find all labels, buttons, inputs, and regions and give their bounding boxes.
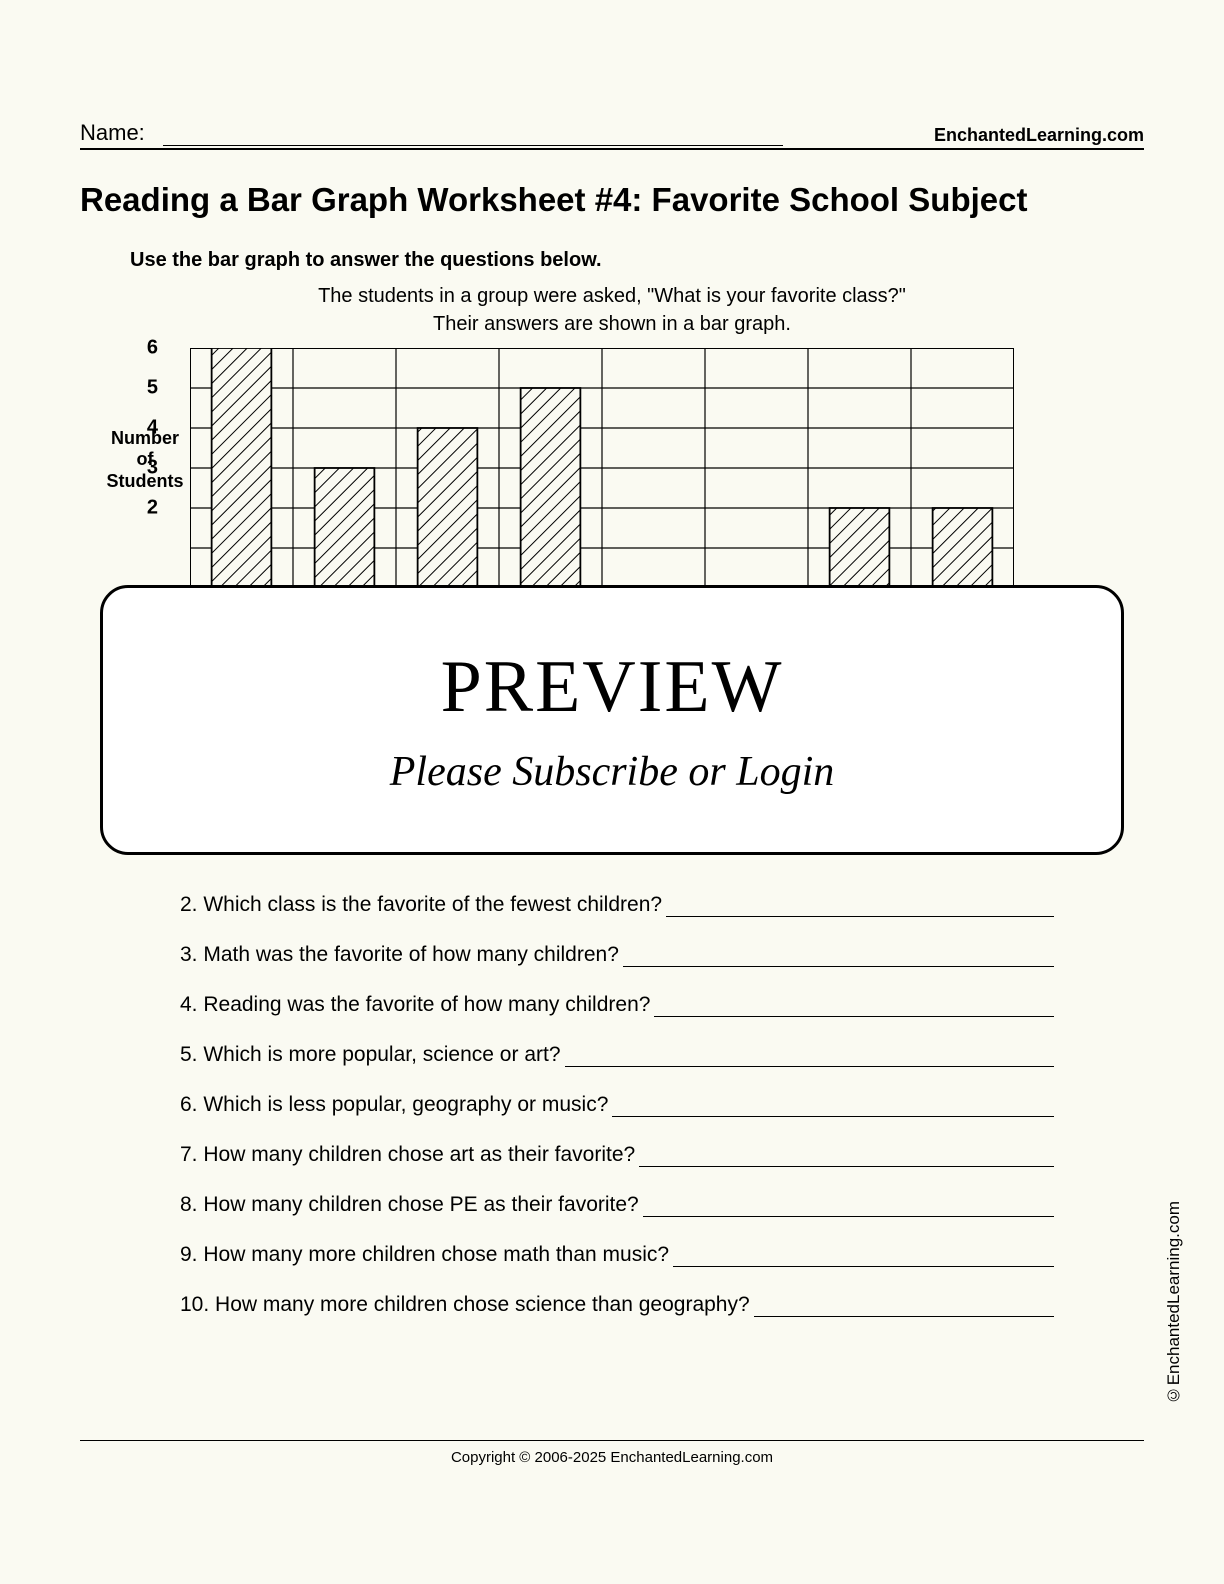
worksheet-title: Reading a Bar Graph Worksheet #4: Favori… xyxy=(80,178,1144,223)
preview-subtitle: Please Subscribe or Login xyxy=(390,748,834,796)
question-row: 2. Which class is the favorite of the fe… xyxy=(180,893,1054,917)
answer-line[interactable] xyxy=(654,997,1054,1017)
question-text: 3. Math was the favorite of how many chi… xyxy=(180,943,619,967)
caption-line-1: The students in a group were asked, "Wha… xyxy=(318,285,906,307)
question-text: 5. Which is more popular, science or art… xyxy=(180,1043,561,1067)
chart-caption: The students in a group were asked, "Wha… xyxy=(80,282,1144,338)
y-tick-label: 3 xyxy=(147,456,158,479)
answer-line[interactable] xyxy=(673,1247,1054,1267)
name-input-line[interactable] xyxy=(163,124,783,146)
answer-line[interactable] xyxy=(612,1097,1054,1117)
question-text: 8. How many children chose PE as their f… xyxy=(180,1193,639,1217)
question-row: 5. Which is more popular, science or art… xyxy=(180,1043,1054,1067)
header-row: Name: EnchantedLearning.com xyxy=(80,120,1144,150)
question-row: 6. Which is less popular, geography or m… xyxy=(180,1093,1054,1117)
question-row: 7. How many children chose art as their … xyxy=(180,1143,1054,1167)
chart-svg xyxy=(190,348,1014,588)
question-row: 3. Math was the favorite of how many chi… xyxy=(180,943,1054,967)
answer-line[interactable] xyxy=(565,1047,1054,1067)
y-tick-label: 4 xyxy=(147,416,158,439)
answer-line[interactable] xyxy=(639,1147,1054,1167)
question-row: 10. How many more children chose science… xyxy=(180,1293,1054,1317)
footer-copyright: Copyright © 2006-2025 EnchantedLearning.… xyxy=(80,1440,1144,1466)
name-row: Name: xyxy=(80,120,894,146)
answer-line[interactable] xyxy=(643,1197,1054,1217)
chart-plot-area: 23456 xyxy=(190,348,1014,593)
y-tick-label: 5 xyxy=(147,376,158,399)
caption-line-2: Their answers are shown in a bar graph. xyxy=(433,313,791,335)
answer-line[interactable] xyxy=(754,1297,1054,1317)
answer-line[interactable] xyxy=(623,947,1054,967)
y-axis-label: Number of Students xyxy=(100,348,190,493)
question-row: 4. Reading was the favorite of how many … xyxy=(180,993,1054,1017)
question-text: 10. How many more children chose science… xyxy=(180,1293,750,1317)
y-tick-label: 6 xyxy=(147,336,158,359)
instruction-text: Use the bar graph to answer the question… xyxy=(130,249,1144,272)
answer-line[interactable] xyxy=(666,897,1054,917)
question-text: 4. Reading was the favorite of how many … xyxy=(180,993,650,1017)
question-text: 7. How many children chose art as their … xyxy=(180,1143,635,1167)
questions-list: 2. Which class is the favorite of the fe… xyxy=(180,893,1054,1317)
y-tick-label: 2 xyxy=(147,496,158,519)
question-row: 8. How many children chose PE as their f… xyxy=(180,1193,1054,1217)
question-text: 2. Which class is the favorite of the fe… xyxy=(180,893,662,917)
question-text: 6. Which is less popular, geography or m… xyxy=(180,1093,608,1117)
bar-chart: Number of Students 23456 xyxy=(100,348,1084,593)
question-text: 9. How many more children chose math tha… xyxy=(180,1243,669,1267)
brand-top: EnchantedLearning.com xyxy=(934,125,1144,146)
name-label: Name: xyxy=(80,120,145,146)
preview-title: PREVIEW xyxy=(441,645,784,730)
preview-overlay: PREVIEW Please Subscribe or Login xyxy=(100,585,1124,855)
question-row: 9. How many more children chose math tha… xyxy=(180,1243,1054,1267)
side-brand: ©EnchantedLearning.com xyxy=(1164,1201,1184,1404)
